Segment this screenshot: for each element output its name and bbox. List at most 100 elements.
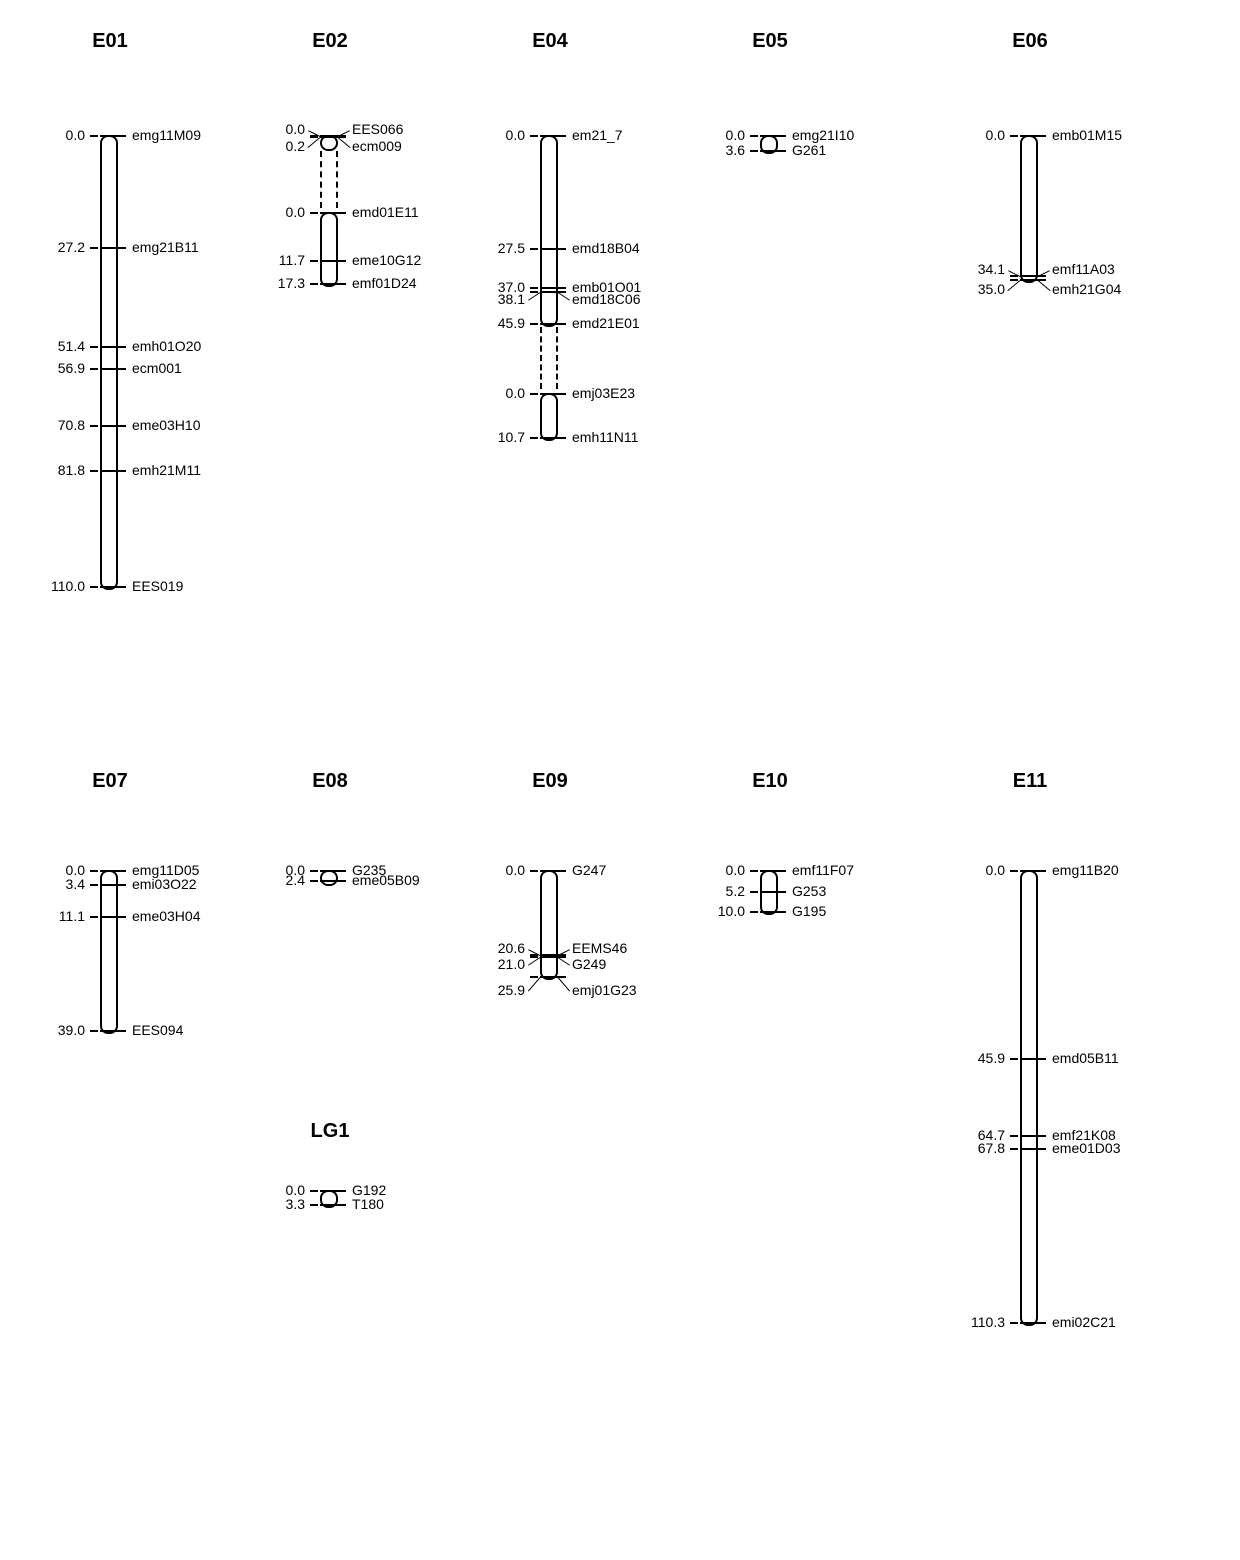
- marker-tick-left: [310, 1204, 318, 1206]
- chromosome-title: E06: [990, 30, 1070, 53]
- marker-position: 0.0: [485, 862, 525, 878]
- marker-label: eme03H10: [132, 417, 232, 433]
- marker-label: emf01D24: [352, 275, 452, 291]
- marker-tick-right: [118, 247, 126, 249]
- marker-position: 67.8: [965, 1140, 1005, 1156]
- marker-label: T180: [352, 1196, 452, 1212]
- marker-tick-left: [310, 283, 318, 285]
- marker-connector: [1008, 280, 1021, 291]
- marker-position: 110.0: [45, 578, 85, 594]
- chromosome-title: E01: [70, 30, 150, 53]
- marker-position: 27.2: [45, 239, 85, 255]
- chromosome-title: E11: [990, 770, 1070, 793]
- marker-tick-right: [558, 287, 566, 289]
- marker-tick-left: [750, 870, 758, 872]
- marker-position: 17.3: [265, 275, 305, 291]
- marker-label: emd18B04: [572, 240, 672, 256]
- marker-position: 110.3: [965, 1314, 1005, 1330]
- marker-label: eme01D03: [1052, 1140, 1152, 1156]
- marker-tick: [1020, 1135, 1038, 1137]
- marker-tick-right: [118, 135, 126, 137]
- marker-tick-right: [1038, 1135, 1046, 1137]
- marker-tick-right: [118, 346, 126, 348]
- marker-label: emd21E01: [572, 315, 672, 331]
- marker-tick-right: [778, 135, 786, 137]
- marker-position: 3.6: [705, 142, 745, 158]
- marker-connector: [528, 292, 541, 301]
- marker-connector: [558, 977, 571, 992]
- marker-tick: [540, 870, 558, 872]
- marker-position: 0.0: [965, 862, 1005, 878]
- marker-position: 70.8: [45, 417, 85, 433]
- marker-label: emf11F07: [792, 862, 892, 878]
- marker-tick: [540, 393, 558, 395]
- marker-label: emd18C06: [572, 291, 672, 307]
- marker-label: emi03O22: [132, 876, 232, 892]
- marker-tick-left: [90, 1030, 98, 1032]
- marker-label: EES019: [132, 578, 232, 594]
- marker-tick: [1020, 1058, 1038, 1060]
- chromosome-title: E09: [510, 770, 590, 793]
- marker-tick-left: [750, 911, 758, 913]
- marker-label: eme03H04: [132, 908, 232, 924]
- chromosome-body: [1020, 870, 1038, 1326]
- marker-label: emf11A03: [1052, 261, 1152, 277]
- marker-tick: [540, 323, 558, 325]
- marker-tick: [100, 425, 118, 427]
- marker-label: G249: [572, 956, 672, 972]
- marker-tick: [100, 346, 118, 348]
- marker-tick: [1020, 1322, 1038, 1324]
- marker-position: 0.0: [265, 204, 305, 220]
- marker-tick-right: [558, 393, 566, 395]
- chromosome-title: E07: [70, 770, 150, 793]
- marker-label: G247: [572, 862, 672, 878]
- marker-position: 51.4: [45, 338, 85, 354]
- marker-tick-right: [1038, 1058, 1046, 1060]
- marker-label: emd05B11: [1052, 1050, 1152, 1066]
- marker-label: emh01O20: [132, 338, 232, 354]
- marker-label: emb01M15: [1052, 127, 1152, 143]
- marker-tick-left: [310, 1190, 318, 1192]
- marker-tick-left: [90, 425, 98, 427]
- marker-position: 45.9: [965, 1050, 1005, 1066]
- marker-tick-right: [558, 870, 566, 872]
- marker-tick: [320, 283, 338, 285]
- marker-label: emh21M11: [132, 462, 232, 478]
- marker-tick: [540, 291, 558, 293]
- marker-label: emg11M09: [132, 127, 232, 143]
- marker-tick: [100, 870, 118, 872]
- chromosome-gap: [320, 151, 338, 208]
- marker-label: emi02C21: [1052, 1314, 1152, 1330]
- marker-tick-right: [118, 586, 126, 588]
- marker-tick-left: [1010, 135, 1018, 137]
- marker-tick: [1020, 1148, 1038, 1150]
- marker-tick-left: [310, 870, 318, 872]
- marker-tick: [100, 1030, 118, 1032]
- marker-tick: [100, 135, 118, 137]
- marker-tick: [100, 586, 118, 588]
- chromosome-body: [540, 870, 558, 980]
- chromosome-body: [1020, 135, 1038, 283]
- marker-tick-left: [90, 870, 98, 872]
- marker-tick-left: [1010, 1322, 1018, 1324]
- marker-tick-right: [338, 283, 346, 285]
- chromosome-title: E05: [730, 30, 810, 53]
- chromosome-body: [100, 870, 118, 1034]
- marker-tick-left: [1010, 1135, 1018, 1137]
- marker-position: 10.7: [485, 429, 525, 445]
- marker-label: ecm001: [132, 360, 232, 376]
- marker-tick: [760, 150, 778, 152]
- marker-position: 39.0: [45, 1022, 85, 1038]
- marker-connector: [338, 137, 351, 148]
- marker-tick-left: [90, 916, 98, 918]
- marker-tick-left: [310, 212, 318, 214]
- marker-tick-right: [778, 891, 786, 893]
- marker-tick: [760, 911, 778, 913]
- marker-tick: [320, 136, 338, 138]
- marker-tick-left: [1010, 1148, 1018, 1150]
- marker-tick-right: [558, 248, 566, 250]
- marker-tick-right: [118, 1030, 126, 1032]
- marker-position: 0.0: [485, 385, 525, 401]
- marker-tick-right: [558, 323, 566, 325]
- marker-connector: [1038, 280, 1051, 291]
